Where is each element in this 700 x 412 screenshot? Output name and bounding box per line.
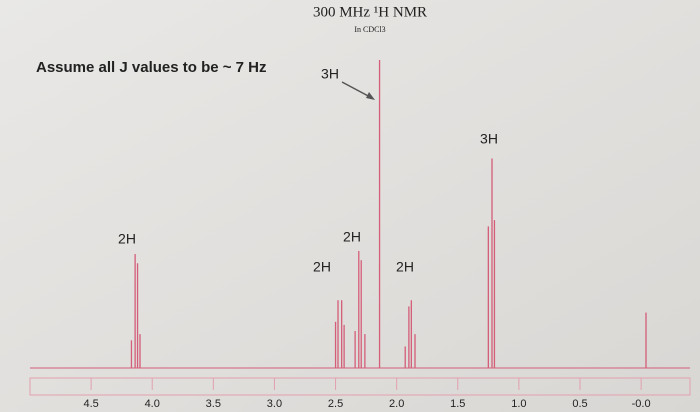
chart-subtitle: In CDCl3 bbox=[354, 25, 385, 34]
arrow bbox=[341, 81, 373, 99]
integration-label: 3H bbox=[321, 66, 339, 82]
x-tick-label: -0.0 bbox=[632, 398, 651, 410]
integration-label: 2H bbox=[396, 259, 414, 275]
integration-label: 2H bbox=[313, 259, 331, 275]
x-tick-label: 2.0 bbox=[389, 398, 404, 410]
integration-label: 2H bbox=[343, 229, 361, 245]
x-tick-label: 1.5 bbox=[450, 398, 465, 410]
x-tick-label: 4.0 bbox=[145, 398, 160, 410]
x-tick-label: 4.5 bbox=[83, 398, 98, 410]
arrow-head bbox=[366, 92, 375, 100]
x-tick-label: 1.0 bbox=[511, 398, 526, 410]
note: Assume all J values to be ~ 7 Hz bbox=[36, 59, 267, 76]
x-tick-label: 0.5 bbox=[572, 398, 587, 410]
scale-strip bbox=[29, 377, 691, 396]
x-tick-label: 2.5 bbox=[328, 398, 343, 410]
x-tick-label: 3.5 bbox=[206, 398, 221, 410]
chart-title: 300 MHz ¹H NMR bbox=[313, 4, 427, 20]
x-tick-label: 3.0 bbox=[267, 398, 282, 410]
integration-label: 2H bbox=[118, 231, 136, 247]
integration-label: 3H bbox=[480, 131, 498, 147]
